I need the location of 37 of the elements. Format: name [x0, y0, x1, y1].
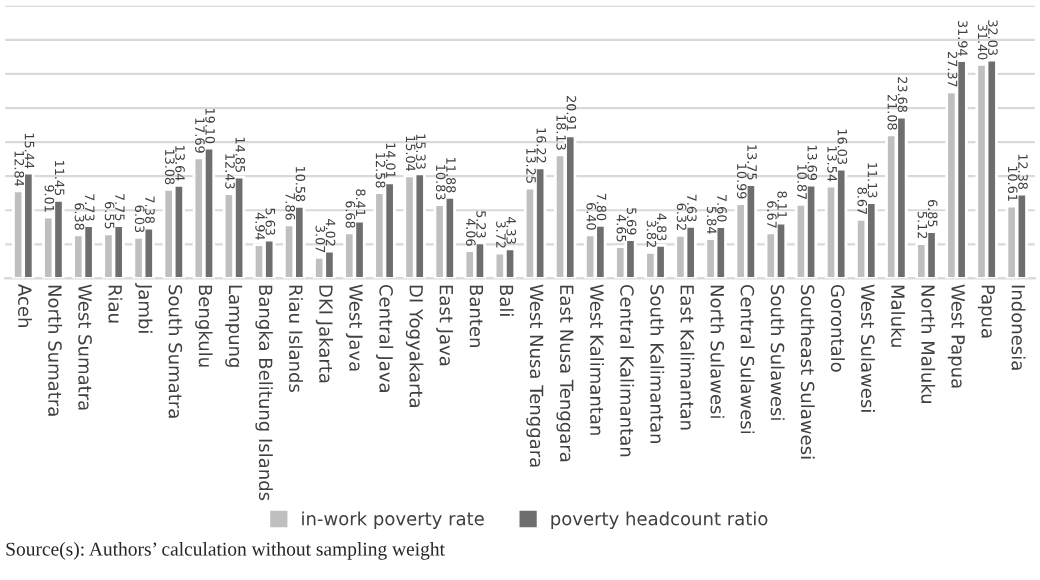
x-tick-label: North Maluku [921, 285, 936, 403]
x-tick-label: Riau Islands [288, 285, 303, 393]
x-tick-label: Bengkulu [195, 285, 213, 367]
x-tick-label: Maluku [891, 285, 906, 347]
x-tick-label: West Sulawesi [860, 284, 875, 412]
x-tick-label: South Sumatra [168, 285, 183, 418]
x-tick-label: South Kalimantan [650, 285, 665, 443]
x-tick-label: West Java [345, 284, 363, 371]
x-tick-label: East Nusa Tenggara [556, 285, 574, 462]
x-tick-label: Gorontalo [830, 284, 845, 372]
x-tick-label: Bangka Belitung Islands [255, 285, 273, 501]
legend-label: poverty headcount ratio [551, 511, 768, 529]
x-tick-label: South Sulawesi [770, 285, 785, 420]
x-tick-label: West Papua [947, 284, 965, 388]
x-tick-label: Papua [977, 285, 995, 338]
x-tick-label: Riau [108, 285, 123, 323]
x-tick-label: Central Kalimantan [620, 284, 635, 457]
x-tick-label: North Sumatra [48, 285, 63, 416]
x-tick-label: Indonesia [1011, 285, 1026, 370]
x-tick-label: West Kalimantan [590, 284, 604, 435]
x-tick-label: Central Java [375, 284, 394, 392]
x-tick-label: North Sulawesi [710, 285, 725, 418]
x-tick-label: Southeast Sulawesi [800, 285, 815, 459]
legend-label: in-work poverty rate [302, 511, 484, 529]
x-tick-label: Bali [499, 285, 514, 316]
x-tick-label: Central Sulawesi [740, 284, 755, 434]
x-tick-label: Aceh [18, 284, 32, 327]
x-tick-label: Jambi [135, 283, 153, 333]
x-tick-label: West Nusa Tenggara [526, 284, 544, 467]
x-tick-label: Lampung [225, 285, 243, 367]
x-tick-label: West Sumatra [78, 284, 92, 410]
source-note: Source(s): Authors’ calculation without sampling weight [6, 542, 445, 560]
x-tick-label: East Java [436, 285, 453, 366]
x-tick-label: East Kalimantan [680, 285, 695, 430]
x-tick-label: DKI Jakarta [315, 285, 334, 383]
x-tick-label: DI Yogyakarta [405, 285, 424, 407]
x-tick-label: Banten [469, 285, 484, 347]
